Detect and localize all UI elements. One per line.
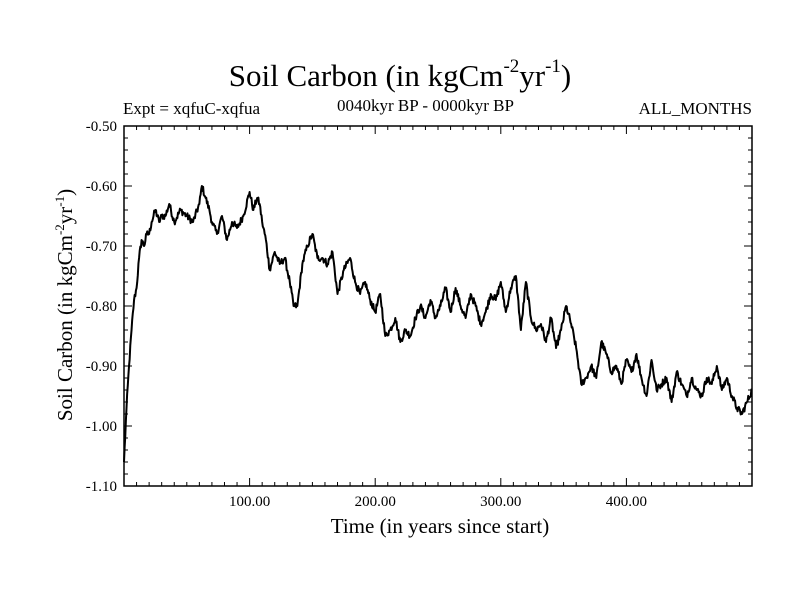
y-axis-label-suffix: ) — [53, 188, 77, 196]
y-axis-label-exponent-2: -1 — [52, 195, 67, 207]
y-axis-label: Soil Carbon (in kgCm-2yr-1) — [52, 145, 77, 465]
y-tick-label: -0.50 — [86, 119, 117, 135]
y-tick-label: -1.10 — [86, 479, 117, 495]
series-line-soil-carbon — [123, 185, 753, 463]
x-tick-label: 400.00 — [606, 494, 647, 510]
chart-title-exponent-1: -2 — [503, 56, 520, 77]
plot-frame — [123, 125, 753, 487]
y-tick-label: -0.60 — [86, 179, 117, 195]
x-tick-label: 100.00 — [229, 494, 270, 510]
y-axis-label-prefix: Soil Carbon (in kgCm — [53, 235, 77, 422]
tick-marks — [124, 126, 752, 486]
y-axis-label-exponent-1: -2 — [52, 224, 67, 236]
chart-title: Soil Carbon (in kgCm-2yr-1) — [0, 56, 800, 94]
tick-labels: 100.00 200.00 300.00 400.00 -1.10 -1.00 -0.90 -… — [86, 119, 647, 510]
x-axis-label: Time (in years since start) — [330, 514, 550, 538]
chart-title-mid: yr — [519, 58, 546, 93]
y-axis-label-mid: yr — [53, 206, 77, 225]
x-tick-label: 200.00 — [355, 494, 396, 510]
experiment-label: Expt = xqfuC-xqfua — [123, 99, 261, 118]
y-tick-label: -1.00 — [86, 419, 117, 435]
y-tick-label: -0.90 — [86, 359, 117, 375]
months-label: ALL_MONTHS — [638, 99, 752, 118]
period-label: 0040kyr BP - 0000kyr BP — [337, 96, 514, 115]
chart-title-suffix: ) — [560, 58, 572, 93]
y-tick-label: -0.80 — [86, 299, 117, 315]
x-tick-label: 300.00 — [480, 494, 521, 510]
chart-title-prefix: Soil Carbon (in kgCm — [228, 58, 504, 93]
chart-title-exponent-2: -1 — [545, 56, 561, 77]
y-tick-label: -0.70 — [86, 239, 117, 255]
